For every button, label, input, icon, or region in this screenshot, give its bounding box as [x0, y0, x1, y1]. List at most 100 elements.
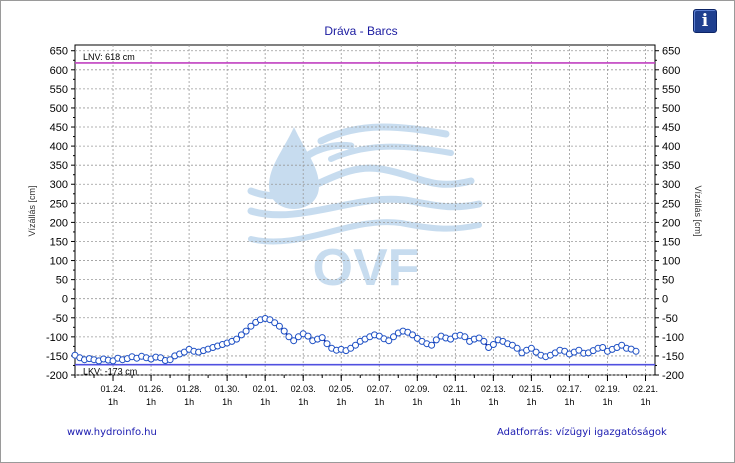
- x-tick-label-date: 02.11.: [443, 384, 467, 394]
- y-axis-label-right: Vízállás [cm]: [693, 185, 703, 236]
- data-point: [489, 341, 497, 348]
- data-point: [461, 333, 469, 341]
- grid-lines: [75, 45, 655, 376]
- y-tick-label-left: 350: [50, 160, 68, 172]
- x-tick-label-date: 02.21.: [633, 384, 658, 394]
- data-point: [352, 341, 359, 349]
- y-tick-label-right: 350: [662, 160, 680, 172]
- x-tick-label-date: 01.24.: [101, 384, 126, 394]
- plot-area: [74, 44, 656, 376]
- x-tick-label-hour: 1h: [222, 397, 232, 407]
- y-tick-label-right: 250: [662, 198, 680, 210]
- data-point: [233, 335, 241, 343]
- data-point: [247, 322, 255, 330]
- data-point: [618, 341, 626, 349]
- y-tick-label-right: -150: [662, 351, 684, 363]
- x-tick-label-hour: 1h: [298, 397, 308, 407]
- y-tick-label-left: 0: [62, 294, 68, 306]
- x-tick-label-hour: 1h: [336, 397, 346, 407]
- x-tick-label-date: 01.30.: [215, 384, 240, 394]
- x-tick-label-date: 02.05.: [329, 384, 354, 394]
- data-point: [390, 333, 397, 341]
- x-tick-label-date: 01.26.: [139, 384, 164, 394]
- data-point: [347, 344, 355, 352]
- y-tick-label-left: 50: [56, 275, 68, 287]
- y-tick-label-left: 550: [50, 84, 68, 96]
- x-tick-label-hour: 1h: [412, 397, 422, 407]
- data-point: [513, 344, 521, 352]
- data-point: [271, 319, 279, 327]
- y-tick-label-right: 100: [662, 256, 680, 268]
- y-tick-label-left: -100: [46, 332, 68, 344]
- chart-title: Dráva - Barcs: [324, 24, 397, 38]
- y-tick-label-right: 0: [662, 294, 668, 306]
- data-point: [304, 332, 312, 340]
- watermark-text: OVF: [313, 239, 420, 297]
- reference-line-label: LKV: -173 cm: [83, 367, 137, 377]
- data-point: [237, 331, 245, 339]
- y-tick-label-left: 150: [50, 236, 68, 248]
- y-tick-label-right: 450: [662, 122, 680, 134]
- data-point: [318, 334, 326, 342]
- y-tick-label-left: -200: [46, 370, 68, 382]
- data-point: [385, 337, 393, 345]
- data-point: [508, 341, 516, 349]
- y-tick-label-right: -50: [662, 313, 678, 325]
- x-tick-label-hour: 1h: [450, 397, 460, 407]
- y-tick-label-right: 400: [662, 141, 680, 153]
- y-tick-label-right: 200: [662, 217, 680, 229]
- water-drop-icon: [269, 127, 355, 209]
- y-axis-right: 650600550500450400350300250200150100500-…: [655, 46, 684, 382]
- y-tick-label-right: 550: [662, 84, 680, 96]
- info-button[interactable]: i: [693, 9, 717, 33]
- x-tick-label-date: 02.13.: [481, 384, 506, 394]
- data-point: [527, 344, 535, 352]
- y-tick-label-left: 300: [50, 179, 68, 191]
- x-tick-label-hour: 1h: [640, 397, 650, 407]
- y-tick-label-right: -100: [662, 332, 684, 344]
- y-tick-label-right: 650: [662, 46, 680, 58]
- x-axis: 01.24. 1h 01.26. 1h 01.28. 1h 01.30. 1h 02.01. 1h…: [74, 375, 658, 407]
- y-tick-label-left: -50: [52, 313, 68, 325]
- y-tick-label-right: 500: [662, 103, 680, 115]
- x-tick-label-hour: 1h: [602, 397, 612, 407]
- x-tick-label-date: 02.19.: [595, 384, 620, 394]
- y-tick-label-right: 600: [662, 65, 680, 77]
- x-tick-label-date: 02.09.: [405, 384, 430, 394]
- y-tick-label-left: -150: [46, 351, 68, 363]
- data-point: [290, 337, 298, 345]
- y-tick-label-right: 300: [662, 179, 680, 191]
- y-tick-label-left: 250: [50, 198, 68, 210]
- x-tick-label-date: 02.03.: [291, 384, 316, 394]
- y-tick-label-left: 650: [50, 46, 68, 58]
- x-tick-label-hour: 1h: [564, 397, 574, 407]
- x-tick-label-date: 02.17.: [557, 384, 582, 394]
- x-tick-label-date: 01.28.: [177, 384, 202, 394]
- x-tick-label-date: 02.07.: [367, 384, 392, 394]
- y-tick-label-left: 400: [50, 141, 68, 153]
- data-point: [632, 347, 640, 355]
- data-point: [323, 340, 331, 348]
- data-point: [532, 348, 540, 356]
- x-tick-label-hour: 1h: [260, 397, 270, 407]
- x-tick-label-hour: 1h: [108, 397, 118, 407]
- data-point: [285, 333, 293, 341]
- data-point: [275, 322, 283, 330]
- x-tick-label-hour: 1h: [374, 397, 384, 407]
- y-tick-label-left: 500: [50, 103, 68, 115]
- series-layer: [71, 315, 640, 365]
- data-point: [280, 327, 288, 335]
- data-point: [432, 336, 440, 344]
- hydroinfo-link[interactable]: www.hydroinfo.hu: [67, 427, 157, 438]
- x-tick-label-date: 02.01.: [253, 384, 278, 394]
- x-tick-label-hour: 1h: [184, 397, 194, 407]
- x-tick-label-hour: 1h: [146, 397, 156, 407]
- y-tick-label-left: 100: [50, 256, 68, 268]
- data-point: [428, 341, 436, 349]
- reference-line-label: LNV: 618 cm: [83, 52, 135, 62]
- y-tick-label-left: 450: [50, 122, 68, 134]
- data-point: [480, 337, 488, 345]
- x-tick-label-date: 02.15.: [519, 384, 544, 394]
